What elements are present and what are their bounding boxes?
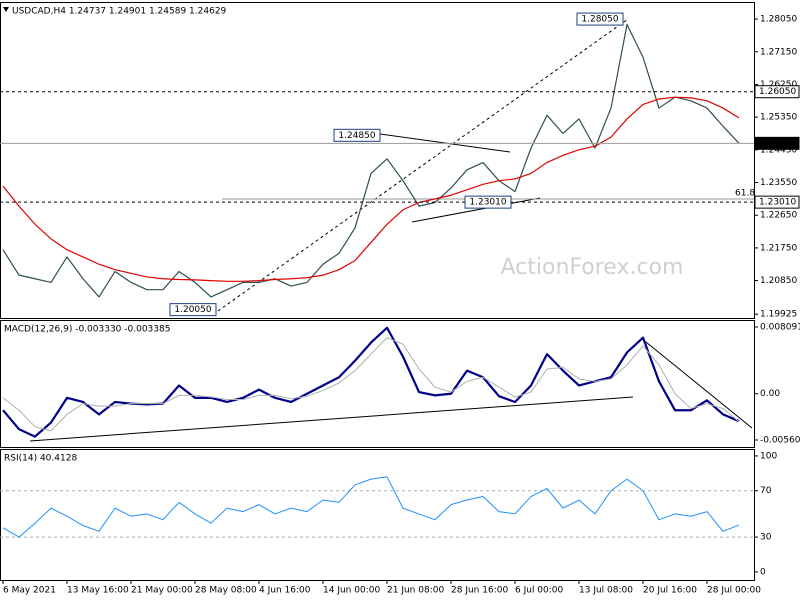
panel-title: USDCAD,H4 1.24737 1.24901 1.24589 1.2462… xyxy=(12,7,227,17)
x-tick-label: 4 Jun 16:00 xyxy=(259,586,311,596)
panel-border xyxy=(0,449,755,581)
x-tick-label: 28 Jun 16:00 xyxy=(451,586,508,596)
y-tick-label: 0.00 xyxy=(760,389,780,399)
annotation-box xyxy=(169,303,217,317)
y-tick-label: 1.27150 xyxy=(760,47,797,57)
x-tick-label: 13 Jul 08:00 xyxy=(579,586,633,596)
annotation-box xyxy=(333,128,381,142)
x-tick-label: 21 May 00:00 xyxy=(131,586,193,596)
x-tick-label: 6 Jul 00:00 xyxy=(515,586,564,596)
y-tick-label: 1.21750 xyxy=(760,243,797,253)
y-tick-label: 0 xyxy=(760,567,766,577)
annotation-box xyxy=(576,12,624,26)
panel-title: RSI(14) 40.4128 xyxy=(4,454,77,464)
y-tick-label: 1.20850 xyxy=(760,276,797,286)
y-tick-label: 100 xyxy=(760,451,777,461)
x-tick-label: 28 May 08:00 xyxy=(195,586,257,596)
series-line xyxy=(2,337,740,432)
level-box xyxy=(754,85,800,99)
x-tick-label: 14 Jun 00:00 xyxy=(323,586,380,596)
fib-label: 61.8 xyxy=(735,189,755,199)
watermark: ActionForex.com xyxy=(501,255,684,280)
panel-border xyxy=(0,2,755,319)
trend-line xyxy=(29,396,634,442)
x-tick-label: 6 May 2021 xyxy=(3,586,56,596)
annotation-label: 1.28050 xyxy=(581,15,618,25)
y-tick-label: 70 xyxy=(760,486,772,496)
y-tick-label: 1.19925 xyxy=(760,310,797,320)
y-tick-label: 30 xyxy=(760,533,772,543)
y-tick-label: 1.23550 xyxy=(760,178,797,188)
y-tick-label: 1.24450 xyxy=(760,145,797,155)
y-tick-label: 0.008091 xyxy=(760,323,800,333)
panel-title: MACD(12,26,9) -0.003330 -0.003385 xyxy=(4,325,170,335)
level-box xyxy=(754,195,800,209)
y-tick-label: -0.005608 xyxy=(760,435,800,445)
x-tick-label: 20 Jul 16:00 xyxy=(643,586,697,596)
series-line xyxy=(2,326,740,438)
y-tick-label: 1.28050 xyxy=(760,15,797,25)
y-tick-label: 1.22650 xyxy=(760,211,797,221)
y-tick-label: 1.26250 xyxy=(760,80,797,90)
series-line xyxy=(2,23,740,298)
trend-line xyxy=(640,337,753,429)
menu-icon[interactable] xyxy=(3,7,9,12)
x-tick-label: 28 Jul 00:00 xyxy=(707,586,761,596)
annotation-box xyxy=(464,195,512,209)
annotation-label: 1.24850 xyxy=(338,131,375,141)
level-box xyxy=(754,136,800,150)
level-label: 1.24629 xyxy=(759,139,796,149)
series-line xyxy=(2,96,740,282)
level-label: 1.23010 xyxy=(759,198,796,208)
x-tick-label: 21 Jun 08:00 xyxy=(387,586,444,596)
x-tick-label: 13 May 16:00 xyxy=(67,586,129,596)
level-label: 1.26050 xyxy=(759,87,796,97)
panel-border xyxy=(0,320,755,448)
trend-lines xyxy=(29,18,754,442)
annotation-label: 1.23010 xyxy=(469,198,506,208)
annotation-label: 1.20050 xyxy=(174,305,211,315)
series-line xyxy=(2,476,740,538)
y-tick-label: 1.25350 xyxy=(760,113,797,123)
